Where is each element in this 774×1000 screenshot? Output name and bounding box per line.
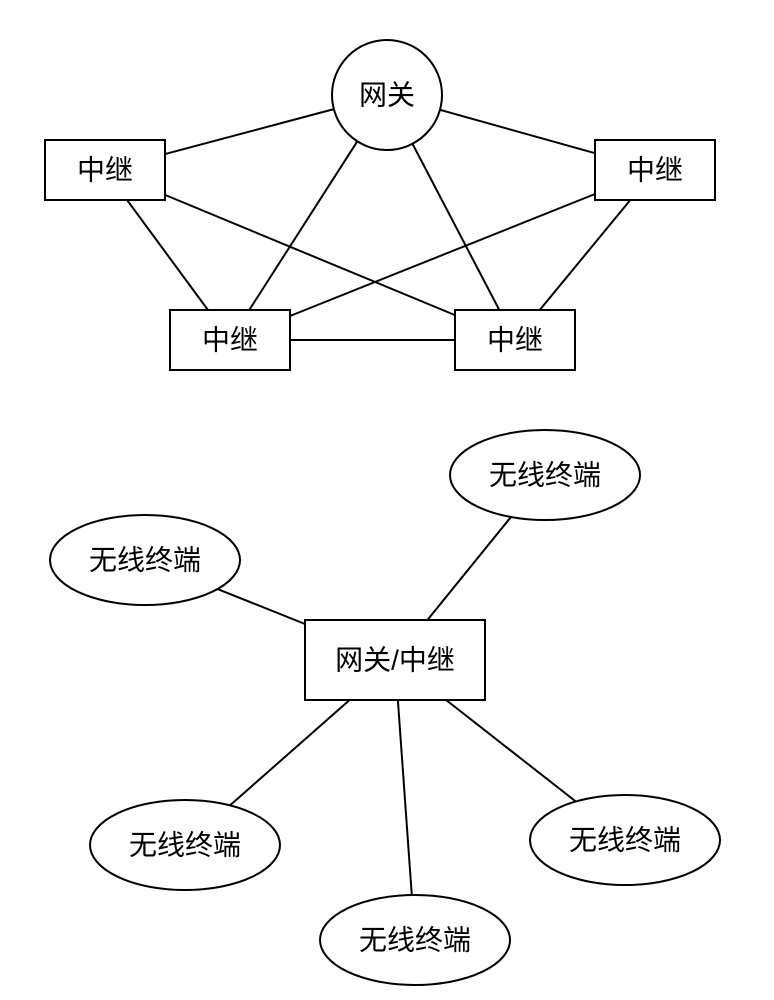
edge-hub-t3 (230, 700, 350, 805)
label-hub: 网关/中继 (335, 645, 455, 676)
edge-r1-r4 (165, 195, 455, 315)
label-r3: 中继 (202, 325, 258, 356)
edge-hub-t5 (446, 700, 576, 802)
edge-gateway-r2 (440, 110, 595, 153)
nodes-layer: 网关中继中继中继中继网关/中继无线终端无线终端无线终端无线终端无线终端 (45, 40, 720, 985)
label-gateway: 网关 (359, 80, 415, 111)
edge-gateway-r3 (249, 141, 357, 310)
edge-hub-t2 (427, 517, 511, 620)
edge-hub-t4 (398, 700, 412, 895)
edge-r2-r4 (540, 200, 631, 310)
label-r1: 中继 (77, 155, 133, 186)
network-diagram: 网关中继中继中继中继网关/中继无线终端无线终端无线终端无线终端无线终端 (0, 0, 774, 1000)
label-t5: 无线终端 (569, 825, 681, 856)
label-r2: 中继 (627, 155, 683, 186)
edge-gateway-r4 (412, 144, 499, 310)
label-r4: 中继 (487, 325, 543, 356)
label-t1: 无线终端 (89, 545, 201, 576)
label-t2: 无线终端 (489, 460, 601, 491)
edge-gateway-r1 (165, 109, 334, 154)
edge-r1-r3 (127, 200, 208, 310)
label-t3: 无线终端 (129, 830, 241, 861)
label-t4: 无线终端 (359, 925, 471, 956)
edge-hub-t1 (218, 589, 305, 624)
